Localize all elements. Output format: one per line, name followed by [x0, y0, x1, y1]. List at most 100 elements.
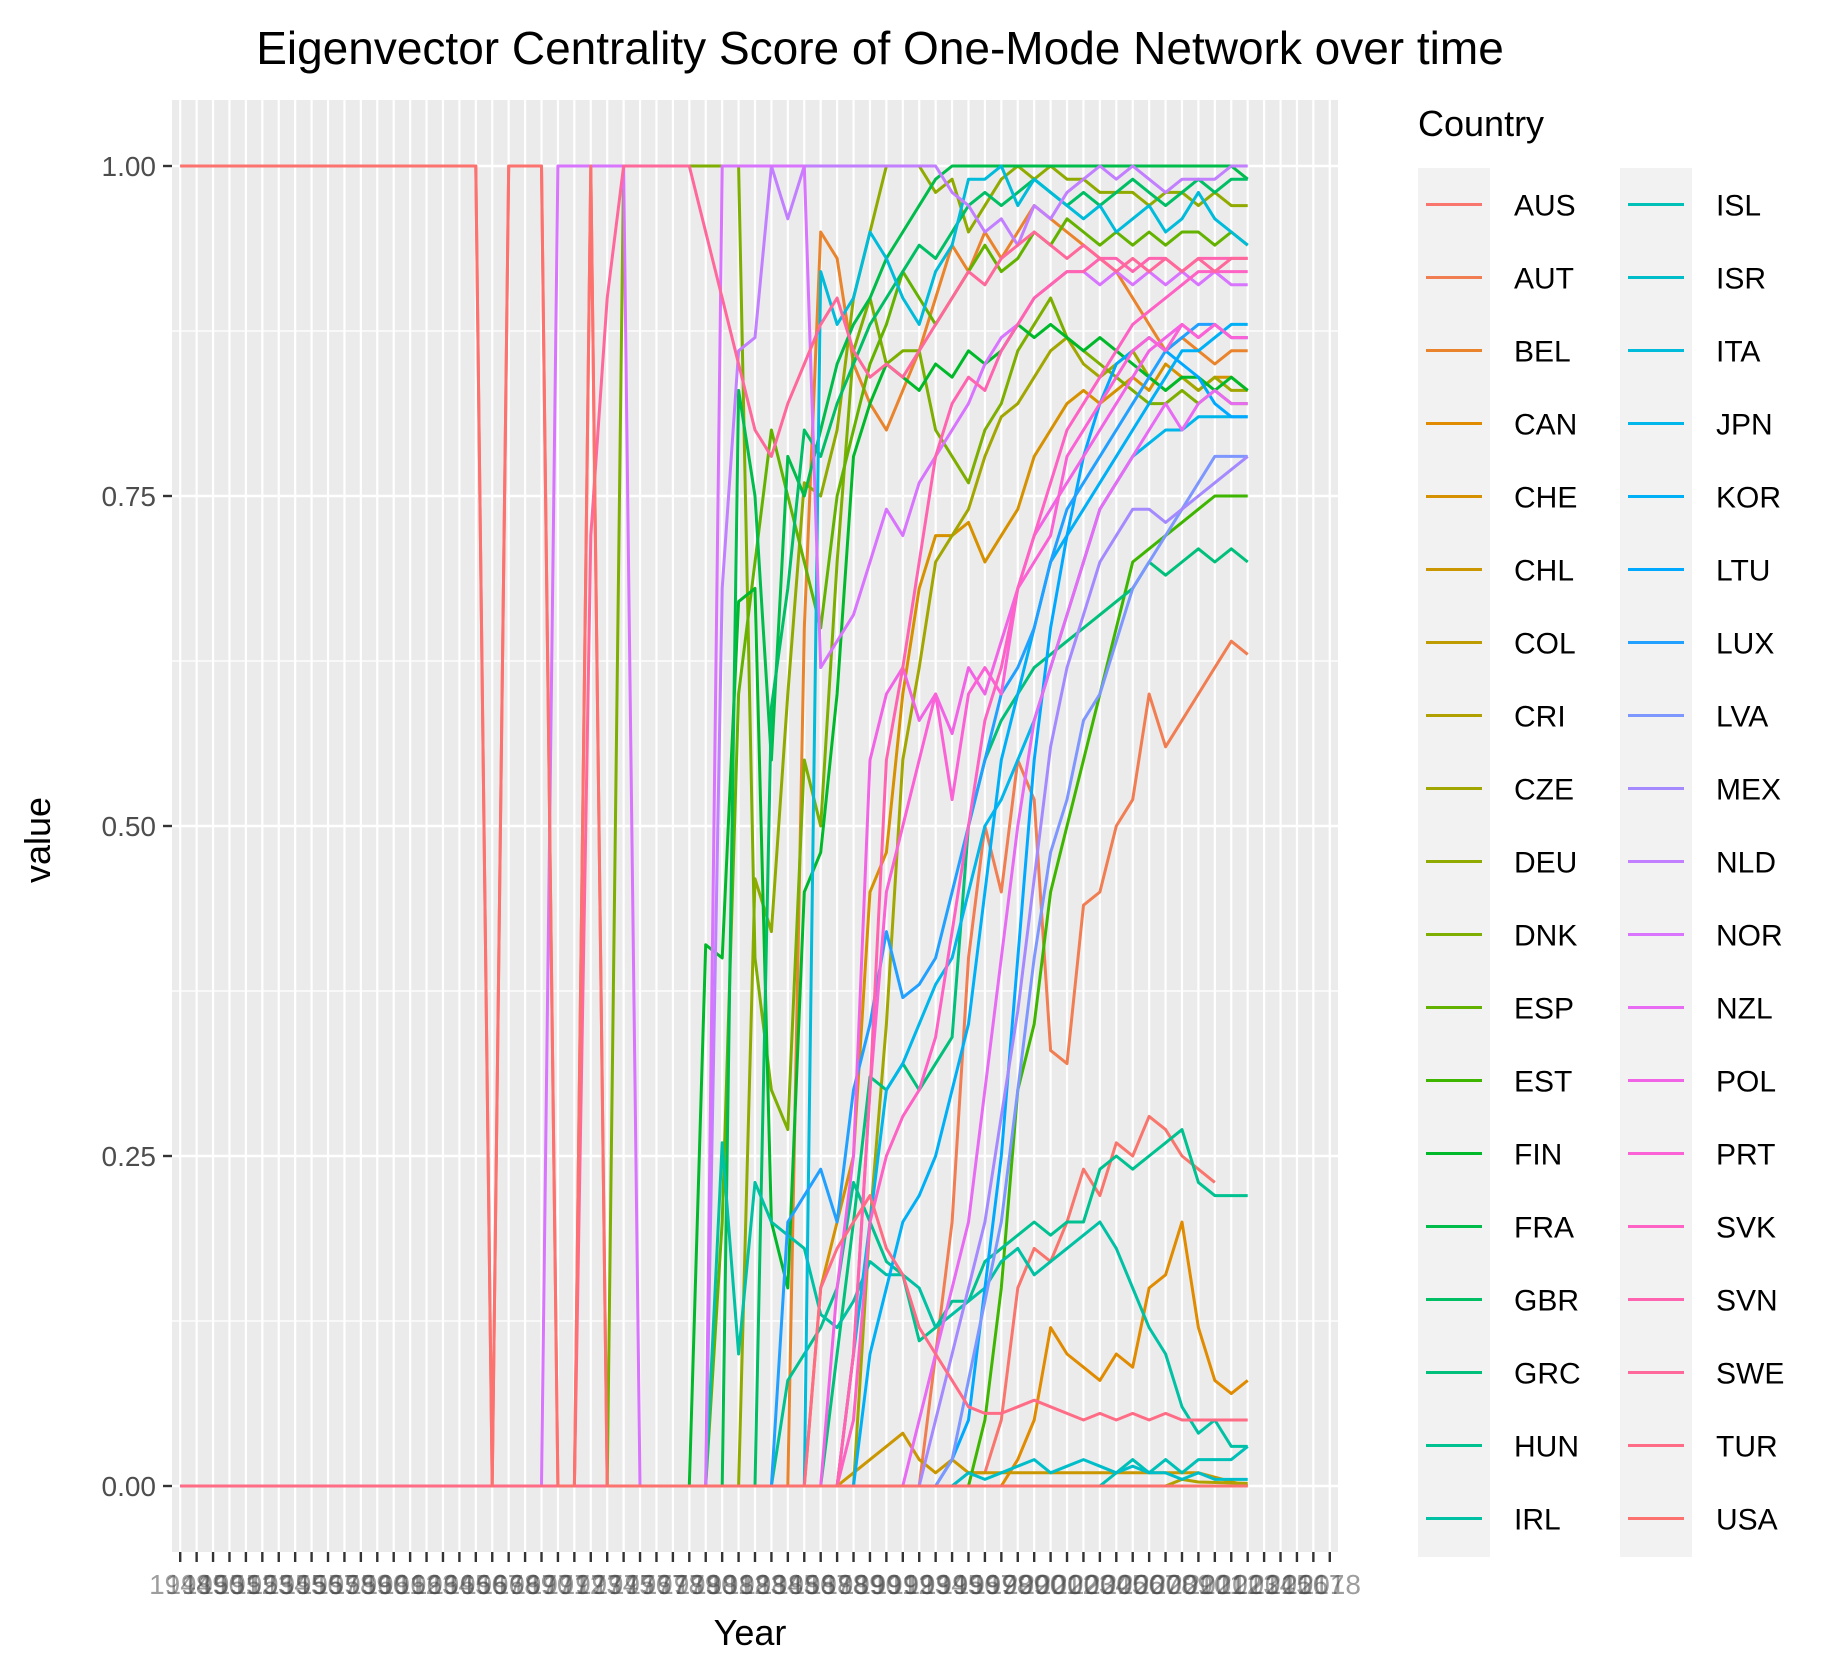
series-line-gbr: [180, 177, 1248, 1488]
legend-label-irl: IRL: [1514, 1504, 1561, 1537]
legend-label-pol: POL: [1716, 1066, 1776, 1099]
y-tick-label: 0.75: [102, 481, 157, 512]
x-tick-label: 1965: [428, 1569, 490, 1600]
y-axis-title: value: [17, 797, 58, 883]
series-line-isr: [180, 1458, 1248, 1488]
legend-label-bel: BEL: [1514, 336, 1571, 369]
x-tick-label: 1951: [198, 1569, 260, 1600]
series-line-nld: [180, 164, 1248, 1488]
x-tick-label: 1981: [691, 1569, 753, 1600]
x-tick-label: 1975: [592, 1569, 654, 1600]
legend-label-dnk: DNK: [1514, 920, 1577, 953]
x-tick-label: 1989: [822, 1569, 884, 1600]
x-tick-label: 2010: [1167, 1569, 1229, 1600]
series-line-nzl: [180, 388, 1248, 1488]
series-line-prt: [180, 322, 1248, 1488]
series-line-irl: [180, 1141, 1248, 1488]
x-tick-label: 1971: [527, 1569, 589, 1600]
series-line-swe: [180, 164, 1248, 1488]
x-tick-label: 2012: [1200, 1569, 1262, 1600]
x-tick-label: 2007: [1118, 1569, 1180, 1600]
x-tick-label: 1969: [494, 1569, 556, 1600]
x-tick-label: 2002: [1036, 1569, 1098, 1600]
legend-label-nld: NLD: [1716, 847, 1776, 880]
x-tick-label: 1993: [888, 1569, 950, 1600]
y-tick-label: 0.00: [102, 1471, 157, 1502]
x-tick-label: 1977: [625, 1569, 687, 1600]
x-tick-label: 1980: [675, 1569, 737, 1600]
x-tick-label: 1987: [790, 1569, 852, 1600]
series-line-fin: [180, 322, 1249, 1488]
x-tick-label: 2008: [1134, 1569, 1196, 1600]
legend-label-col: COL: [1514, 628, 1576, 661]
legend-label-mex: MEX: [1716, 774, 1781, 807]
x-tick-label: 1991: [855, 1569, 917, 1600]
legend-label-nzl: NZL: [1716, 993, 1773, 1026]
x-tick-label: 1984: [740, 1569, 802, 1600]
chart-title: Eigenvector Centrality Score of One-Mode…: [256, 22, 1504, 74]
x-tick-label: 1982: [707, 1569, 769, 1600]
x-tick-label: 1974: [576, 1569, 638, 1600]
legend-label-aus: AUS: [1514, 190, 1576, 223]
x-tick-label: 1998: [970, 1569, 1032, 1600]
x-tick-label: 1959: [330, 1569, 392, 1600]
legend-label-svn: SVN: [1716, 1285, 1778, 1318]
x-tick-label: 2003: [1052, 1569, 1114, 1600]
legend-label-ltu: LTU: [1716, 555, 1770, 588]
x-tick-label: 1999: [987, 1569, 1049, 1600]
legend-label-cze: CZE: [1514, 774, 1574, 807]
series-line-lva: [180, 454, 1248, 1488]
legend-label-jpn: JPN: [1716, 409, 1773, 442]
x-tick-label: 1997: [954, 1569, 1016, 1600]
legend-label-nor: NOR: [1716, 920, 1783, 953]
series-line-fra: [180, 164, 1249, 1488]
legend-label-cri: CRI: [1514, 701, 1566, 734]
x-tick-label: 2006: [1102, 1569, 1164, 1600]
legend-label-svk: SVK: [1716, 1212, 1776, 1245]
legend-label-aut: AUT: [1514, 263, 1574, 296]
y-tick-label: 1.00: [102, 151, 157, 182]
x-tick-label: 2017: [1282, 1569, 1344, 1600]
x-tick-label: 1960: [346, 1569, 408, 1600]
x-tick-label: 1968: [478, 1569, 540, 1600]
y-axis: 0.00 0.25 0.50 0.75 1.00: [102, 151, 172, 1502]
legend-label-lva: LVA: [1716, 701, 1768, 734]
x-tick-label: 1983: [724, 1569, 786, 1600]
x-tick-label: 1972: [543, 1569, 605, 1600]
legend-label-grc: GRC: [1514, 1358, 1581, 1391]
x-tick-label: 2013: [1217, 1569, 1279, 1600]
x-tick-label: 2018: [1299, 1569, 1361, 1600]
x-tick-label: 1956: [280, 1569, 342, 1600]
y-tick-label: 0.25: [102, 1141, 157, 1172]
legend-label-fin: FIN: [1514, 1139, 1562, 1172]
series-line-usa: [180, 164, 1248, 1488]
x-tick-label: 1979: [658, 1569, 720, 1600]
series-line-ita: [180, 164, 1249, 1488]
series-line-deu: [180, 164, 1248, 1488]
legend-label-lux: LUX: [1716, 628, 1774, 661]
x-tick-label: 1990: [839, 1569, 901, 1600]
legend-label-swe: SWE: [1716, 1358, 1784, 1391]
x-tick-label: 1992: [872, 1569, 934, 1600]
legend: Country AUS AUT BEL CAN CHE CHL COL CRI CZE DEU DN…: [1418, 103, 1784, 1557]
x-tick-label: 2004: [1069, 1569, 1131, 1600]
legend-label-can: CAN: [1514, 409, 1577, 442]
x-tick-label: 1948: [149, 1569, 211, 1600]
x-tick-label: 1950: [182, 1569, 244, 1600]
x-tick-label: 2016: [1266, 1569, 1328, 1600]
x-tick-label: 1967: [461, 1569, 523, 1600]
series-line-tur: [180, 1194, 1248, 1488]
x-tick-label: 1957: [297, 1569, 359, 1600]
legend-label-isl: ISL: [1716, 190, 1761, 223]
legend-label-fra: FRA: [1514, 1212, 1574, 1245]
x-tick-label: 1976: [609, 1569, 671, 1600]
legend-label-esp: ESP: [1514, 993, 1574, 1026]
x-tick-label: 1953: [231, 1569, 293, 1600]
series-line-aut: [180, 639, 1249, 1488]
x-tick-label: 1996: [937, 1569, 999, 1600]
x-tick-label: 2011: [1185, 1569, 1245, 1600]
series-line-mex: [180, 455, 1249, 1488]
series-line-grc: [180, 547, 1249, 1488]
x-tick-label: 1970: [510, 1569, 572, 1600]
